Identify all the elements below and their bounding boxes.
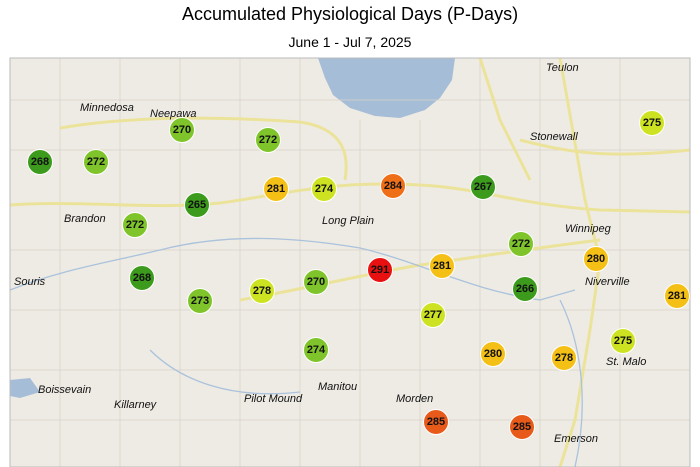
place-label: Niverville [585, 276, 630, 288]
place-label: Brandon [64, 213, 106, 225]
station-marker [122, 212, 148, 238]
station-value: 280 [587, 253, 605, 265]
station-marker [664, 283, 690, 309]
place-label: Neepawa [150, 108, 196, 120]
station-marker [129, 265, 155, 291]
station-marker [249, 278, 275, 304]
station-marker [367, 257, 393, 283]
station-value: 274 [307, 344, 326, 356]
station-value: 275 [643, 117, 661, 129]
station-marker [610, 328, 636, 354]
station-marker [311, 176, 337, 202]
station-value: 266 [516, 283, 534, 295]
station-marker [184, 192, 210, 218]
station-value: 267 [474, 181, 492, 193]
station-value: 268 [31, 156, 49, 168]
station-value: 270 [307, 276, 325, 288]
station-value: 291 [371, 264, 389, 276]
station-marker [509, 414, 535, 440]
station-marker [27, 149, 53, 175]
station-value: 278 [253, 285, 271, 297]
station-marker [169, 117, 195, 143]
place-label: St. Malo [606, 356, 646, 368]
place-label: Teulon [546, 62, 579, 74]
station-value: 281 [668, 290, 686, 302]
place-label: Stonewall [530, 131, 578, 143]
station-marker [420, 302, 446, 328]
station-value: 274 [315, 183, 334, 195]
station-value: 285 [513, 421, 531, 433]
station-marker [263, 176, 289, 202]
station-marker [551, 345, 577, 371]
place-label: Long Plain [322, 215, 374, 227]
station-marker [480, 341, 506, 367]
station-value: 265 [188, 199, 206, 211]
station-value: 270 [173, 124, 191, 136]
place-label: Minnedosa [80, 102, 134, 114]
station-value: 272 [87, 156, 105, 168]
station-value: 280 [484, 348, 502, 360]
station-value: 272 [126, 219, 144, 231]
station-value: 275 [614, 335, 632, 347]
station-value: 268 [133, 272, 151, 284]
station-value: 272 [512, 238, 530, 250]
station-value: 277 [424, 309, 442, 321]
place-label: Pilot Mound [244, 393, 303, 405]
station-value: 281 [433, 260, 451, 272]
station-value: 281 [267, 183, 285, 195]
place-label: Morden [396, 393, 433, 405]
station-marker [83, 149, 109, 175]
station-marker [187, 288, 213, 314]
title: Accumulated Physiological Days (P-Days) [182, 4, 518, 24]
station-marker [255, 127, 281, 153]
station-marker [470, 174, 496, 200]
station-value: 273 [191, 295, 209, 307]
station-marker [512, 276, 538, 302]
place-label: Killarney [114, 399, 158, 411]
station-value: 285 [427, 416, 445, 428]
basemap [9, 57, 691, 467]
place-label: Souris [14, 276, 46, 288]
station-marker [380, 173, 406, 199]
station-marker [303, 269, 329, 295]
place-label: Boissevain [38, 384, 91, 396]
station-value: 278 [555, 352, 573, 364]
place-label: Emerson [554, 433, 598, 445]
station-marker [508, 231, 534, 257]
station-marker [423, 409, 449, 435]
station-marker [583, 246, 609, 272]
station-marker [303, 337, 329, 363]
place-label: Winnipeg [565, 223, 612, 235]
station-value: 284 [384, 180, 403, 192]
subtitle: June 1 - Jul 7, 2025 [289, 34, 412, 50]
place-label: Manitou [318, 381, 357, 393]
station-marker [429, 253, 455, 279]
station-value: 272 [259, 134, 277, 146]
station-marker [639, 110, 665, 136]
